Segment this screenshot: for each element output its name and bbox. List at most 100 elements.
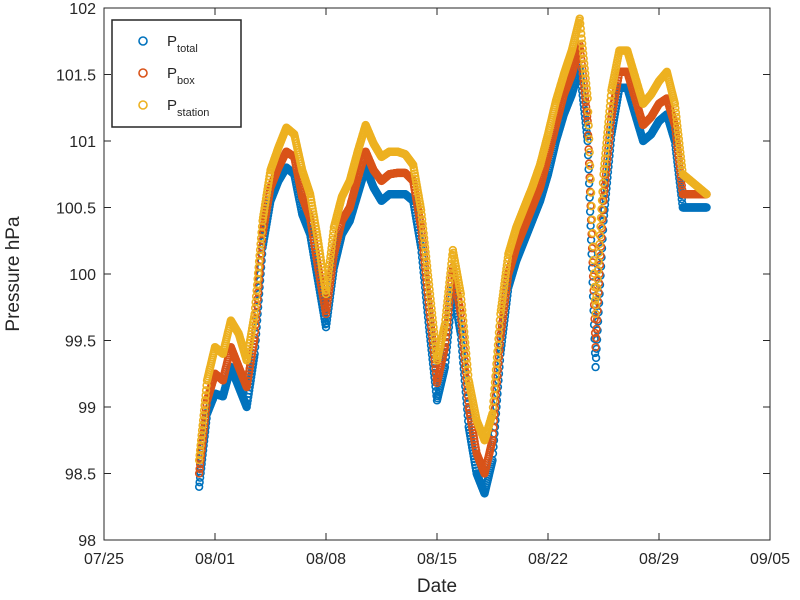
y-tick-label: 101 — [69, 134, 96, 151]
data-point — [603, 128, 612, 137]
data-point — [441, 311, 451, 320]
data-point — [459, 322, 468, 331]
data-point — [496, 305, 506, 315]
data-point — [577, 39, 587, 48]
data-point — [580, 69, 590, 78]
legend: Ptotal Pbox Pstation — [111, 19, 242, 128]
data-point — [326, 248, 336, 257]
data-point — [200, 396, 210, 405]
data-point — [501, 272, 510, 281]
data-point — [671, 103, 680, 113]
data-point — [592, 283, 602, 292]
data-point — [445, 273, 455, 283]
data-point — [198, 421, 207, 430]
data-point — [425, 289, 435, 299]
data-point — [327, 244, 336, 253]
data-point — [599, 164, 609, 174]
data-point — [254, 263, 263, 272]
data-point — [456, 309, 465, 319]
axis-ticks — [103, 7, 771, 541]
data-point — [576, 19, 585, 28]
y-tick-label: 102 — [69, 1, 96, 18]
data-point — [460, 327, 469, 336]
data-point — [462, 349, 471, 358]
data-point — [589, 255, 598, 265]
data-point — [595, 231, 605, 240]
data-point — [256, 239, 265, 249]
data-point — [427, 308, 437, 318]
data-point — [588, 228, 597, 238]
data-point — [418, 219, 427, 229]
data-point — [591, 309, 600, 319]
data-point — [464, 370, 473, 380]
data-point — [197, 431, 206, 440]
data-point — [428, 313, 437, 323]
legend-entry-total: Ptotal — [167, 33, 198, 55]
data-point — [195, 478, 204, 487]
data-point — [422, 261, 432, 271]
y-axis-label: Pressure hPa — [3, 216, 24, 332]
data-point — [324, 268, 333, 278]
data-point — [255, 251, 264, 260]
data-point — [462, 354, 471, 363]
data-point — [590, 328, 600, 338]
data-point — [194, 456, 204, 465]
data-point — [582, 112, 592, 121]
data-point — [591, 333, 601, 343]
data-point — [600, 154, 610, 163]
data-point — [456, 289, 465, 299]
data-point — [582, 84, 591, 93]
data-point — [587, 215, 597, 224]
series-layer — [194, 14, 711, 498]
data-point — [328, 231, 338, 240]
data-point — [442, 301, 452, 311]
data-point — [581, 102, 591, 112]
data-point — [251, 298, 260, 307]
data-point — [196, 441, 205, 450]
data-point — [585, 207, 595, 216]
data-point — [429, 323, 438, 332]
data-point — [591, 342, 600, 352]
data-point — [195, 464, 204, 474]
data-point — [601, 149, 610, 158]
y-tick-label: 100 — [69, 267, 96, 284]
data-point — [676, 152, 685, 161]
data-point — [460, 332, 469, 342]
data-point — [420, 243, 430, 252]
legend-entry-station: Pstation — [167, 97, 209, 119]
data-point — [321, 289, 331, 299]
data-point — [602, 138, 611, 148]
data-point — [595, 239, 604, 249]
data-point — [324, 264, 334, 274]
data-point — [576, 24, 585, 33]
data-point — [605, 107, 614, 116]
data-point — [422, 257, 431, 266]
axis-tick-labels: 07/25 08/01 08/08 08/15 08/22 08/29 09/05 98 98.… — [56, 1, 790, 568]
data-point — [583, 116, 592, 126]
x-tick-label: 08/15 — [417, 551, 457, 568]
data-point — [676, 148, 685, 157]
data-point — [424, 280, 434, 289]
y-tick-label: 99 — [78, 400, 96, 417]
data-point — [598, 178, 608, 188]
data-point — [582, 89, 592, 98]
data-point — [594, 288, 603, 297]
data-point — [702, 190, 711, 199]
y-tick-label: 98.5 — [65, 467, 96, 484]
data-point — [322, 285, 331, 294]
data-point — [592, 324, 601, 334]
data-point — [578, 49, 588, 58]
data-point — [194, 482, 204, 491]
data-point — [428, 318, 438, 327]
y-tick-label: 101.5 — [56, 68, 96, 85]
data-point — [325, 260, 334, 270]
data-point — [328, 235, 337, 245]
data-point — [326, 252, 335, 261]
data-point — [586, 175, 595, 184]
data-point — [443, 292, 453, 301]
data-point — [581, 79, 591, 88]
data-point — [461, 343, 470, 353]
data-point — [426, 294, 435, 304]
data-point — [579, 59, 589, 68]
data-point — [585, 193, 594, 202]
